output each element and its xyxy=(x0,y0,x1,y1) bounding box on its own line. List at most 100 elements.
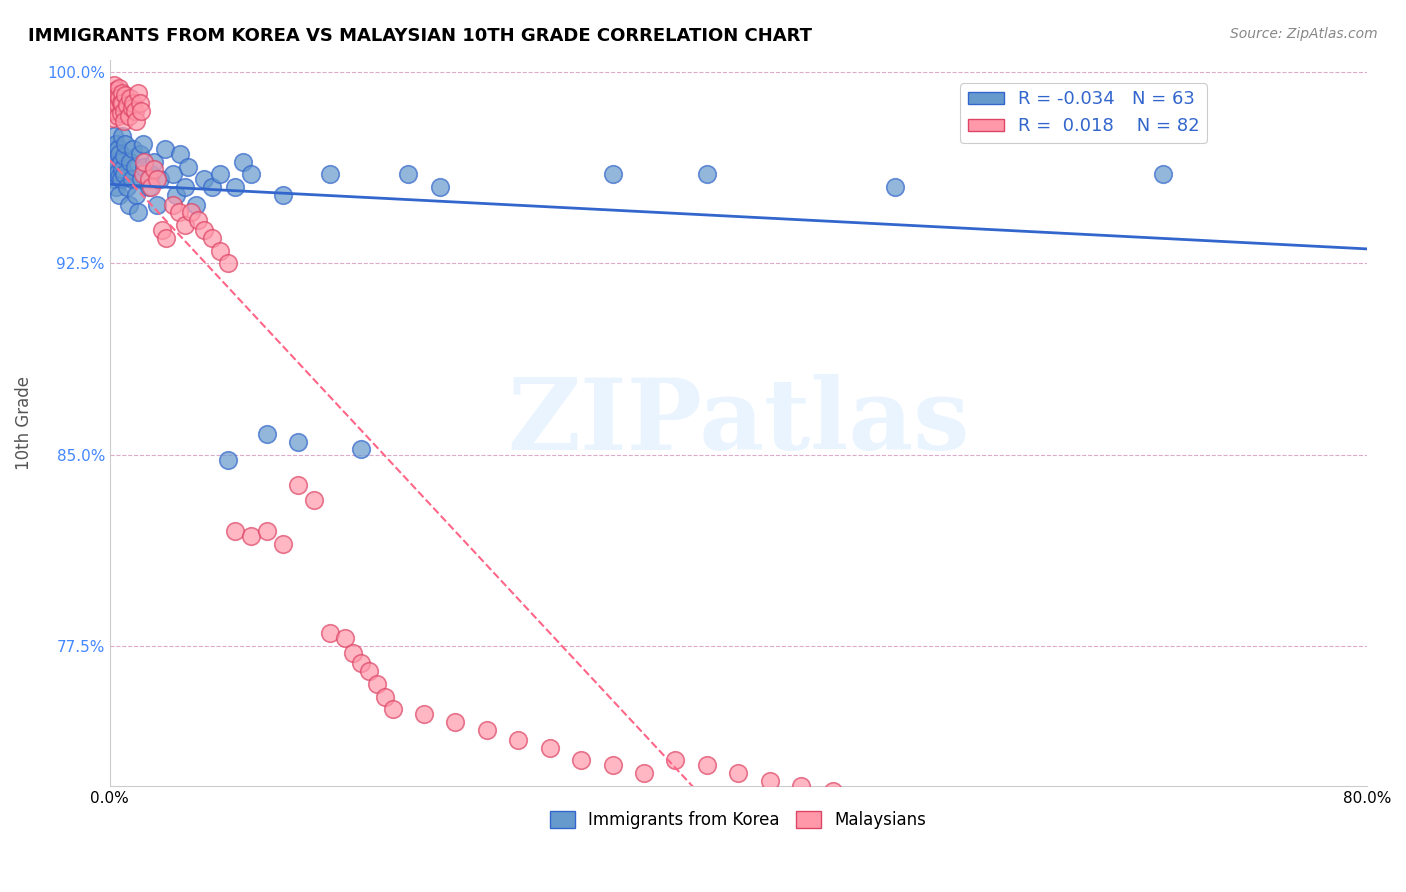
Point xyxy=(256,427,278,442)
Point xyxy=(114,136,136,151)
Point xyxy=(105,83,128,97)
Point xyxy=(180,205,202,219)
Point xyxy=(149,172,172,186)
Point xyxy=(146,198,169,212)
Point xyxy=(105,180,128,194)
Point xyxy=(111,129,134,144)
Point xyxy=(101,167,124,181)
Point xyxy=(569,753,592,767)
Point xyxy=(508,733,530,747)
Point xyxy=(224,180,246,194)
Point xyxy=(138,180,160,194)
Point xyxy=(105,94,128,108)
Point xyxy=(240,529,263,543)
Point xyxy=(271,537,294,551)
Text: IMMIGRANTS FROM KOREA VS MALAYSIAN 10TH GRADE CORRELATION CHART: IMMIGRANTS FROM KOREA VS MALAYSIAN 10TH … xyxy=(28,27,813,45)
Point xyxy=(884,799,907,814)
Point xyxy=(696,167,718,181)
Point xyxy=(429,180,451,194)
Point xyxy=(696,758,718,772)
Point xyxy=(853,791,876,805)
Point xyxy=(120,154,142,169)
Point xyxy=(110,172,132,186)
Point xyxy=(110,154,132,169)
Point xyxy=(217,256,239,270)
Point xyxy=(884,180,907,194)
Point xyxy=(396,167,419,181)
Point xyxy=(150,223,173,237)
Point xyxy=(107,109,129,123)
Point xyxy=(602,167,624,181)
Point xyxy=(103,129,125,144)
Point xyxy=(105,136,128,151)
Point xyxy=(103,172,125,186)
Point xyxy=(125,187,148,202)
Point xyxy=(381,702,404,716)
Point xyxy=(444,715,467,730)
Point xyxy=(139,180,162,194)
Point xyxy=(146,172,169,186)
Point xyxy=(129,172,152,186)
Point xyxy=(103,154,125,169)
Point xyxy=(112,167,135,181)
Point xyxy=(132,167,155,181)
Point xyxy=(107,142,129,156)
Point xyxy=(142,154,165,169)
Point xyxy=(162,198,184,212)
Text: Source: ZipAtlas.com: Source: ZipAtlas.com xyxy=(1230,27,1378,41)
Point xyxy=(132,136,155,151)
Point xyxy=(240,167,263,181)
Point xyxy=(758,773,780,788)
Point xyxy=(129,103,152,118)
Point xyxy=(633,766,655,780)
Point xyxy=(125,113,148,128)
Point xyxy=(127,86,149,100)
Point xyxy=(124,103,146,118)
Point xyxy=(101,95,124,110)
Point xyxy=(374,690,396,704)
Point xyxy=(114,88,136,103)
Point xyxy=(128,147,150,161)
Point xyxy=(122,142,145,156)
Point xyxy=(915,804,938,818)
Point xyxy=(224,524,246,538)
Point xyxy=(103,91,125,105)
Point xyxy=(187,213,209,227)
Y-axis label: 10th Grade: 10th Grade xyxy=(15,376,32,470)
Point xyxy=(153,142,176,156)
Point xyxy=(124,160,146,174)
Point xyxy=(271,187,294,202)
Point xyxy=(821,784,844,798)
Point xyxy=(115,98,138,112)
Point xyxy=(100,103,122,118)
Point xyxy=(105,103,128,118)
Point xyxy=(165,187,187,202)
Point xyxy=(103,101,125,115)
Text: ZIPatlas: ZIPatlas xyxy=(508,374,970,471)
Point xyxy=(103,78,125,92)
Point xyxy=(335,631,357,645)
Point xyxy=(100,152,122,166)
Point xyxy=(287,434,309,449)
Point xyxy=(108,187,131,202)
Point xyxy=(208,167,231,181)
Point xyxy=(319,167,342,181)
Point xyxy=(111,86,134,100)
Point xyxy=(127,205,149,219)
Point xyxy=(121,172,143,186)
Point xyxy=(117,109,139,123)
Point xyxy=(115,180,138,194)
Point xyxy=(790,779,813,793)
Point xyxy=(366,677,388,691)
Point xyxy=(174,218,197,232)
Point xyxy=(107,165,129,179)
Point xyxy=(169,147,191,161)
Point xyxy=(174,180,197,194)
Point xyxy=(121,101,143,115)
Point xyxy=(727,766,749,780)
Point xyxy=(128,95,150,110)
Point xyxy=(193,223,215,237)
Point xyxy=(186,198,208,212)
Point xyxy=(120,91,142,105)
Point xyxy=(108,80,131,95)
